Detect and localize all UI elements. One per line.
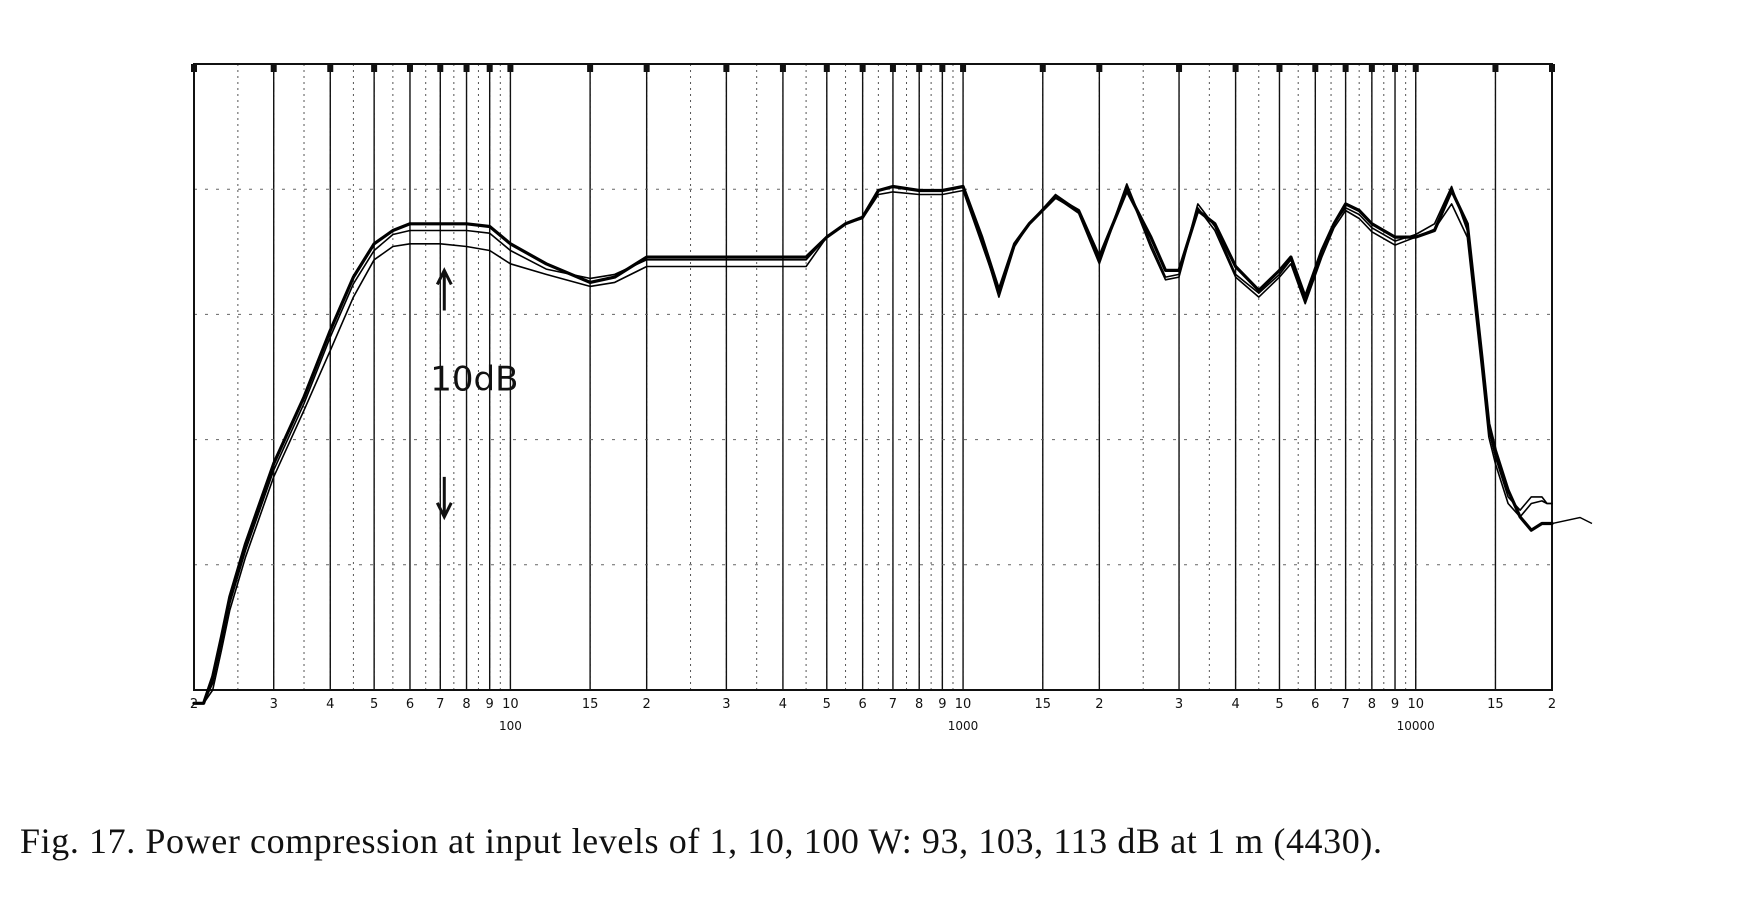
scale-arrow-up (435, 267, 453, 311)
x-tick-label: 4 (326, 697, 334, 712)
decade-label: 10000 (1397, 719, 1435, 733)
series-line-2 (193, 183, 1553, 705)
figure-caption: Fig. 17. Power compression at input leve… (20, 821, 1383, 861)
x-tick-labels: 2 3 4 5 6 7 8 9 10 15 2 3 4 5 6 7 8 9 10 15 2 3 4 5 6 7 8 9 10 15 2 (190, 697, 1556, 712)
x-tick-label: 2 (1548, 697, 1556, 712)
series-group (192, 183, 1593, 705)
x-tick-label: 5 (823, 697, 831, 712)
x-tick-label: 5 (370, 697, 378, 712)
x-tick-label: 15 (582, 697, 599, 712)
grid-top-marker (1276, 64, 1283, 72)
x-tick-label: 9 (1391, 697, 1399, 712)
grid-top-marker (1176, 64, 1183, 72)
grid-top-marker (1039, 64, 1046, 72)
grid-top-marker (889, 64, 896, 72)
x-tick-label: 6 (1311, 697, 1319, 712)
grid-top-marker (371, 64, 378, 72)
x-tick-label: 9 (486, 697, 494, 712)
x-tick-label: 2 (1095, 697, 1103, 712)
grid-top-marker (587, 64, 594, 72)
chart-grid (191, 64, 1555, 690)
decade-label: 1000 (948, 719, 979, 733)
grid-top-marker (1412, 64, 1419, 72)
x-tick-label: 5 (1275, 697, 1283, 712)
grid-top-marker (823, 64, 830, 72)
series-line-1 (192, 184, 1554, 705)
grid-top-marker (1312, 64, 1319, 72)
grid-top-marker (1392, 64, 1399, 72)
x-tick-label: 10 (1407, 697, 1424, 712)
x-tick-label: 2 (643, 697, 651, 712)
x-tick-label: 4 (1231, 697, 1239, 712)
grid-top-marker (1342, 64, 1349, 72)
x-tick-label: 8 (462, 697, 470, 712)
x-tick-label: 3 (722, 697, 730, 712)
series-line-3 (193, 185, 1553, 705)
x-tick-label: 7 (1341, 697, 1349, 712)
x-tick-label: 15 (1487, 697, 1504, 712)
grid-top-marker (859, 64, 866, 72)
plot-border (193, 63, 1553, 691)
grid-top-marker (643, 64, 650, 72)
grid-top-marker (486, 64, 493, 72)
x-tick-label: 8 (1368, 697, 1376, 712)
x-tick-label: 4 (779, 697, 787, 712)
grid-top-marker (1232, 64, 1239, 72)
grid-top-marker (327, 64, 334, 72)
x-tick-label: 8 (915, 697, 923, 712)
grid-top-marker (939, 64, 946, 72)
grid-top-marker (916, 64, 923, 72)
x-tick-label: 6 (859, 697, 867, 712)
grid-top-marker (1096, 64, 1103, 72)
grid-top-marker (437, 64, 444, 72)
db-scale-label: 10dB (430, 359, 518, 399)
grid-top-marker (1492, 64, 1499, 72)
db-scale-marker: 10dB (430, 267, 518, 521)
x-tick-label: 9 (938, 697, 946, 712)
x-tick-label: 10 (955, 697, 972, 712)
grid-top-marker (270, 64, 277, 72)
x-tick-label: 7 (889, 697, 897, 712)
grid-top-marker (406, 64, 413, 72)
decade-labels: 100 1000 10000 (499, 719, 1435, 733)
scale-arrow-down (435, 476, 453, 521)
x-tick-label: 15 (1035, 697, 1052, 712)
x-tick-label: 10 (502, 697, 519, 712)
grid-top-marker (723, 64, 730, 72)
x-tick-label: 2 (190, 697, 198, 712)
x-tick-label: 6 (406, 697, 414, 712)
decade-label: 100 (499, 719, 522, 733)
grid-top-marker (779, 64, 786, 72)
chart-frame (193, 63, 1553, 691)
x-tick-label: 3 (1175, 697, 1183, 712)
x-tick-label: 3 (270, 697, 278, 712)
grid-top-marker (507, 64, 514, 72)
grid-top-marker (463, 64, 470, 72)
grid-top-marker (960, 64, 967, 72)
series-tail (1551, 516, 1593, 525)
x-tick-label: 7 (436, 697, 444, 712)
grid-top-marker (1368, 64, 1375, 72)
